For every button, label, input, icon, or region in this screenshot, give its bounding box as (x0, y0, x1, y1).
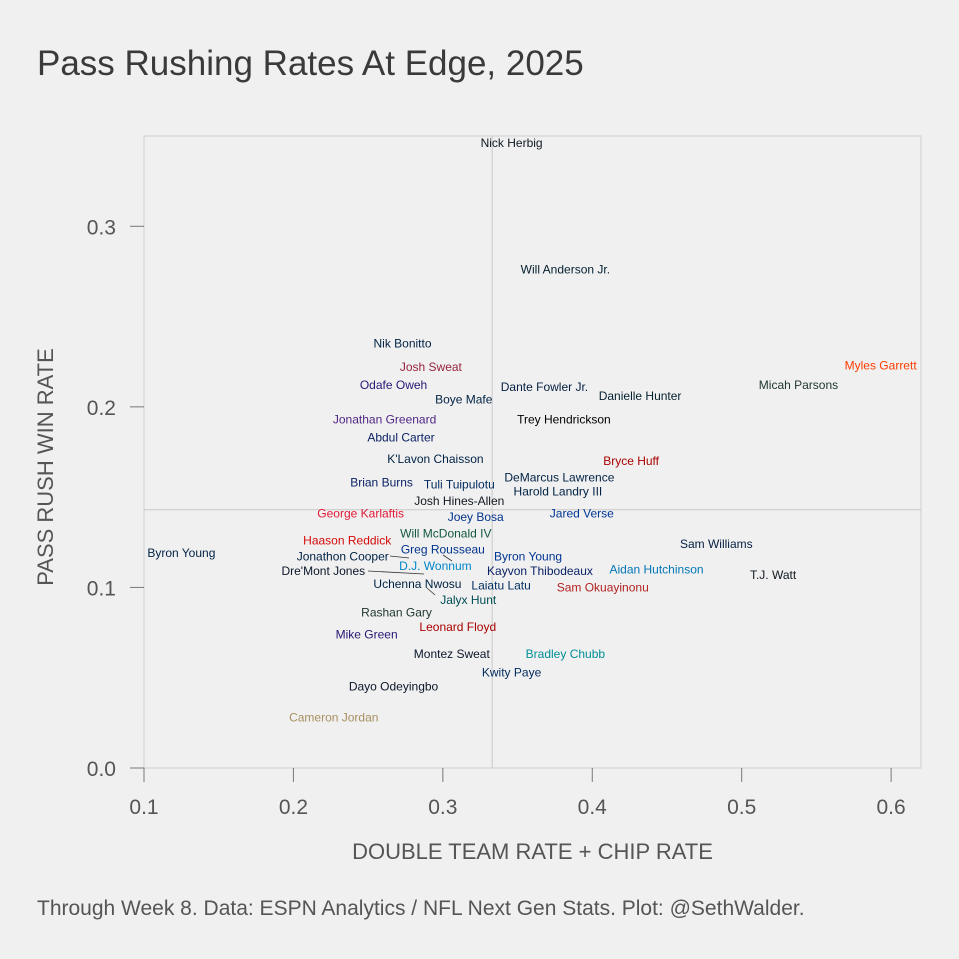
x-tick-label: 0.6 (877, 796, 906, 819)
point-label: Jonathan Greenard (333, 412, 436, 426)
y-tick-label: 0.2 (87, 397, 116, 420)
point-label: Danielle Hunter (599, 389, 682, 403)
point-label: Dayo Odeyingbo (349, 680, 439, 694)
point-label: D.J. Wonnum (399, 559, 471, 573)
y-axis-title: PASS RUSH WIN RATE (33, 348, 58, 586)
point-label: Aidan Hutchinson (609, 562, 703, 576)
point-label: Montez Sweat (414, 647, 491, 661)
chart-caption: Through Week 8. Data: ESPN Analytics / N… (37, 897, 805, 920)
x-axis-title: DOUBLE TEAM RATE + CHIP RATE (352, 839, 713, 864)
point-label: Jalyx Hunt (440, 593, 497, 607)
point-label: Mike Green (336, 627, 398, 641)
point-label: Joey Bosa (448, 510, 504, 524)
chart-title: Pass Rushing Rates At Edge, 2025 (37, 44, 584, 83)
point-label: Boye Mafe (435, 393, 493, 407)
point-label: DeMarcus Lawrence (504, 470, 614, 484)
point-label: Byron Young (147, 546, 215, 560)
point-label: T.J. Watt (750, 568, 797, 582)
point-label: Josh Sweat (400, 360, 463, 374)
point-label: Jared Verse (550, 506, 614, 520)
point-label: Trey Hendrickson (517, 412, 611, 426)
y-tick-label: 0.0 (87, 758, 116, 781)
point-label: Uchenna Nwosu (373, 577, 461, 591)
x-tick-label: 0.4 (578, 796, 608, 819)
point-label: Harold Landry III (514, 485, 603, 499)
point-label: Greg Rousseau (401, 543, 485, 557)
point-label: K'Lavon Chaisson (387, 452, 483, 466)
point-label: Cameron Jordan (289, 710, 378, 724)
x-tick-label: 0.5 (727, 796, 756, 819)
point-label: Will McDonald IV (400, 526, 491, 540)
point-label: Bryce Huff (603, 454, 659, 468)
point-label: Laiatu Latu (471, 579, 530, 593)
point-label: Leonard Floyd (419, 620, 496, 634)
point-label: Haason Reddick (303, 533, 392, 547)
point-label: Tuli Tuipulotu (424, 478, 495, 492)
point-label: Abdul Carter (367, 431, 434, 445)
x-tick-label: 0.2 (279, 796, 308, 819)
point-label: Kayvon Thibodeaux (487, 564, 593, 578)
leader-line (367, 570, 425, 575)
point-label: Josh Hines-Allen (414, 494, 504, 508)
x-tick-label: 0.3 (428, 796, 457, 819)
point-label: Myles Garrett (845, 358, 918, 372)
point-label: Byron Young (494, 550, 562, 564)
x-tick-label: 0.1 (129, 796, 158, 819)
point-label: Will Anderson Jr. (521, 263, 610, 277)
point-label: George Karlaftis (317, 506, 404, 520)
plot-border (143, 135, 922, 769)
point-label: Odafe Oweh (360, 378, 427, 392)
point-label: Nick Herbig (481, 136, 543, 150)
y-tick-label: 0.3 (87, 216, 116, 239)
point-label: Rashan Gary (361, 606, 432, 620)
point-label: Jonathon Cooper (297, 550, 389, 564)
point-label: Bradley Chubb (526, 647, 606, 661)
y-tick-label: 0.1 (87, 577, 116, 600)
leader-line (442, 554, 453, 562)
leader-line (389, 555, 410, 559)
point-label: Sam Williams (680, 537, 753, 551)
point-label: Sam Okuayinonu (557, 580, 649, 594)
leader-line (426, 587, 436, 596)
point-label: Micah Parsons (759, 378, 838, 392)
point-label: Dre'Mont Jones (281, 564, 365, 578)
point-label: Kwity Paye (482, 665, 542, 679)
point-label: Brian Burns (350, 476, 413, 490)
point-label: Dante Fowler Jr. (501, 380, 588, 394)
point-label: Nik Bonitto (373, 337, 431, 351)
